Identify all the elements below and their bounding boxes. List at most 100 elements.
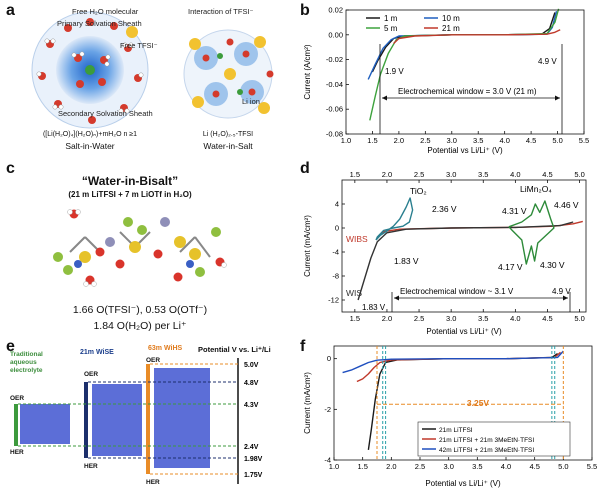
- xtick-top-label-d: 3.0: [446, 170, 456, 179]
- wibs-subtitle: (21 m LiTFSI + 7 m LiOTf in H₂O): [68, 190, 192, 199]
- salt-in-water-title: Salt-in-Water: [65, 141, 114, 151]
- series-line-b-2: [369, 8, 560, 121]
- panel-label-a: a: [6, 2, 15, 19]
- d-anno-4-17v: 4.17 V: [498, 262, 523, 272]
- coordination-line-2: 1.84 O(H₂O) per Li⁺: [93, 320, 187, 332]
- xtick-label-f: 3.0: [443, 462, 453, 471]
- traditional-oer: OER: [10, 395, 24, 402]
- chart-f-xlabel: Potential vs Li/Li⁺ (V): [425, 479, 501, 488]
- chart-b-frame: [345, 9, 585, 135]
- xtick-label-b: 1.0: [341, 136, 351, 145]
- xtick-top-label-d: 4.0: [510, 170, 520, 179]
- tick-4-8: 4.8V: [244, 380, 259, 387]
- solvation-illustration: Primary Solvation Sheath Free H₂O molecu…: [31, 7, 274, 151]
- wihs-oer: OER: [146, 357, 160, 364]
- li-ion: [85, 65, 95, 75]
- xtick-label-b: 1.5: [367, 136, 377, 145]
- annotation-tfsi-interaction: Interaction of TFSI⁻: [188, 7, 254, 16]
- d-anno-1-83v-bottom: 1.83 V: [362, 303, 386, 312]
- xtick-top-label-d: 2.5: [414, 170, 424, 179]
- xtick-label-b: 2.0: [394, 136, 404, 145]
- xtick-label-d: 1.5: [350, 314, 360, 323]
- xtick-top-label-d: 1.5: [350, 170, 360, 179]
- d-anno-4-30v: 4.30 V: [540, 260, 565, 270]
- xtick-top-label-d: 4.5: [542, 170, 552, 179]
- wibs-title: “Water-in-Bisalt”: [81, 174, 179, 188]
- annotation-primary-sheath: Primary Solvation Sheath: [57, 19, 142, 28]
- xtick-label-d: 3.5: [478, 314, 488, 323]
- ytick-label-b: -0.04: [326, 80, 343, 89]
- tick-2-4: 2.4V: [244, 444, 259, 451]
- xtick-label-f: 4.5: [529, 462, 539, 471]
- ytick-label-b: 0.02: [328, 6, 343, 15]
- ytick-label-d: -4: [332, 248, 339, 257]
- wihs-label: 63m WiHS: [148, 345, 183, 352]
- d-anno-4-46v: 4.46 V: [554, 200, 579, 210]
- legend-label-1m: 1 m: [384, 14, 398, 23]
- wise-oer: OER: [84, 371, 98, 378]
- ytick-label-d: -8: [332, 272, 339, 281]
- series-line-d-2: [375, 197, 414, 241]
- panel-label-c: c: [6, 160, 15, 177]
- xtick-label-b: 4.0: [499, 136, 509, 145]
- chart-b: 1.0 1.5 2.0 2.5 3.0 3.5 4.0 4.5 5.0 5.5 0.02 0.00 -0…: [303, 6, 589, 156]
- tick-1-75: 1.75V: [244, 472, 263, 479]
- b-anno-window: Electrochemical window = 3.0 V (21 m): [398, 87, 537, 96]
- legend-label-5m: 5 m: [384, 24, 398, 33]
- chart-d: 1.5 1.5 2.0 2.0 2.5 2.5 3.0 3.0 3.5 3.5 4.0 4.0 4.5 4…: [303, 170, 587, 336]
- d-anno-2-36v: 2.36 V: [432, 204, 457, 214]
- traditional-label-1: Traditional: [10, 351, 43, 358]
- xtick-label-f: 1.0: [329, 462, 339, 471]
- xtick-label-b: 5.5: [579, 136, 589, 145]
- tick-5-0: 5.0V: [244, 362, 259, 369]
- water-in-salt-formula: Li (H₂O)₂.₅-TFSI: [203, 131, 253, 138]
- ytick-label-b: -0.06: [326, 105, 343, 114]
- d-anno-4-9v: 4.9 V: [552, 287, 571, 296]
- series-line-f-1: [356, 351, 561, 383]
- xtick-label-f: 4.0: [501, 462, 511, 471]
- xtick-label-b: 3.0: [447, 136, 457, 145]
- wihs-window-block: [154, 368, 210, 468]
- panel-label-d: d: [300, 160, 310, 177]
- wihs-window-bar: [146, 364, 150, 474]
- xtick-top-label-d: 2.0: [382, 170, 392, 179]
- annotation-free-water: Free H₂O molecular: [72, 7, 139, 16]
- d-anno-limn2o4: LiMn₂O₄: [520, 184, 552, 194]
- traditional-label-3: electrolyte: [10, 367, 43, 374]
- d-anno-wibs: WIBS: [346, 234, 368, 244]
- ytick-label-d: 4: [335, 200, 339, 209]
- series-line-b-3: [393, 29, 561, 45]
- ytick-label-b: 0.00: [328, 30, 343, 39]
- ytick-label-f: 0: [327, 354, 331, 363]
- chart-d-frame: [341, 179, 587, 313]
- chart-b-ylabel: Current (A/cm²): [303, 44, 312, 99]
- series-line-f-2: [342, 350, 564, 374]
- d-anno-tio2: TiO₂: [410, 186, 427, 196]
- stability-window-diagram: Potential V vs. Li⁺/Li Traditional aqueo…: [10, 345, 271, 486]
- chart-f-ylabel: Current (mA/cm²): [303, 372, 312, 434]
- annotation-li-ion: Li ion: [242, 97, 260, 106]
- panel-e: Potential V vs. Li⁺/Li Traditional aqueo…: [8, 342, 296, 488]
- salt-in-water-formula: ([Li(H₂O)₄](H₂O)ₙ)+mH₂O n ≥1: [43, 131, 137, 138]
- xtick-label-b: 3.5: [473, 136, 483, 145]
- xtick-label-b: 2.5: [420, 136, 430, 145]
- xtick-label-f: 2.5: [415, 462, 425, 471]
- traditional-her: HER: [10, 449, 24, 456]
- chart-b-legend: 1 m 10 m 5 m 21 m: [366, 14, 460, 33]
- chart-f-legend: 21m LiTFSI 21m LiTFSI + 21m 3MeEtN·TFSI …: [417, 421, 571, 457]
- legend-label-f-1: 21m LiTFSI: [439, 427, 473, 434]
- wihs-her: HER: [146, 479, 160, 486]
- legend-label-f-3: 42m LiTFSI + 21m 3MeEtN·TFSI: [439, 447, 534, 454]
- legend-label-f-2: 21m LiTFSI + 21m 3MeEtN·TFSI: [439, 437, 534, 444]
- panel-label-b: b: [300, 2, 310, 19]
- coordination-line-1: 1.66 O(TFSI⁻), 0.53 O(OTf⁻): [72, 304, 208, 316]
- series-line-d-3: [508, 200, 555, 265]
- wise-label: 21m WiSE: [80, 349, 114, 356]
- traditional-label-2: aqueous: [10, 359, 37, 366]
- xtick-top-label-d: 3.5: [478, 170, 488, 179]
- xtick-label-b: 4.5: [526, 136, 536, 145]
- xtick-label-f: 5.5: [587, 462, 597, 471]
- series-line-b-0: [371, 12, 556, 73]
- d-anno-wis: WIS: [346, 288, 362, 298]
- xtick-label-d: 2.5: [414, 314, 424, 323]
